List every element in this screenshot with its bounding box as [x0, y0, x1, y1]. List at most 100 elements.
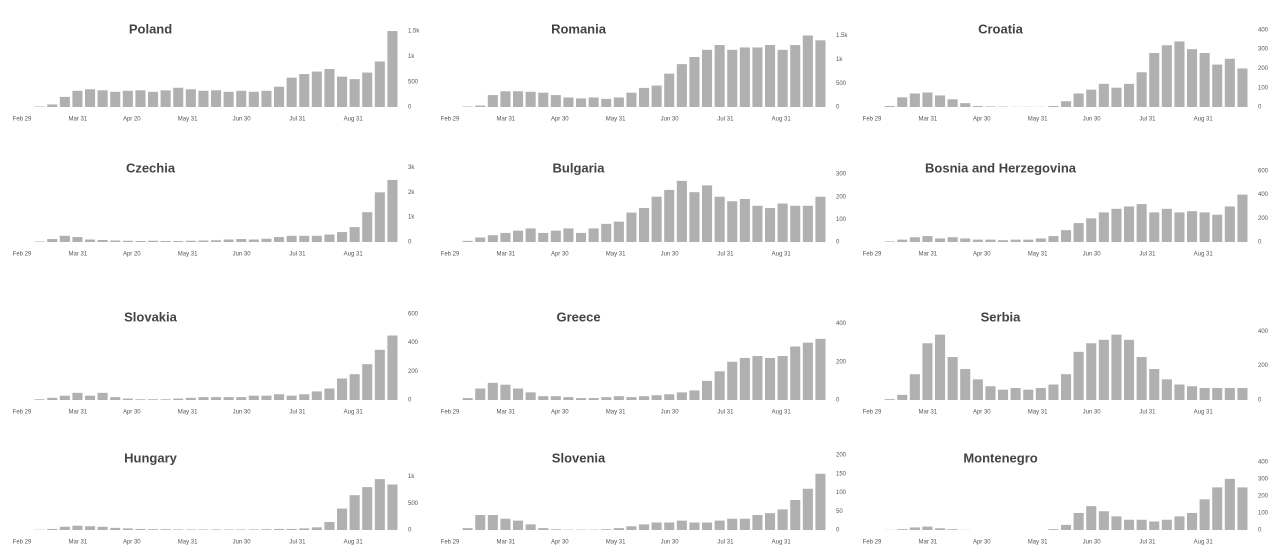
- bar: [588, 97, 599, 107]
- bar: [236, 239, 247, 242]
- y-tick-label: 200: [836, 453, 847, 459]
- bar: [500, 232, 511, 242]
- bar: [500, 384, 511, 400]
- bar: [563, 397, 574, 400]
- x-tick-label: Jun 30: [1083, 252, 1102, 258]
- bar: [122, 90, 133, 107]
- y-tick-label: 400: [1258, 192, 1269, 198]
- x-tick-label: Jul 31: [1139, 410, 1156, 416]
- bar: [173, 398, 184, 400]
- bar: [626, 92, 637, 107]
- bar: [311, 527, 322, 530]
- bar: [286, 528, 297, 530]
- bar: [909, 93, 920, 107]
- bar: [815, 338, 826, 400]
- bar: [122, 240, 133, 242]
- y-tick-label: 0: [1258, 105, 1262, 111]
- x-tick-label: Aug 31: [1194, 117, 1214, 123]
- bar: [311, 71, 322, 107]
- x-tick-label: Apr 30: [123, 540, 141, 546]
- bar: [752, 515, 763, 530]
- bar: [299, 235, 310, 242]
- bar: [765, 208, 776, 242]
- y-tick-label: 0: [836, 528, 840, 534]
- bar: [1149, 369, 1160, 400]
- bar: [47, 104, 58, 107]
- bar: [337, 378, 348, 400]
- x-tick-label: Feb 29: [441, 410, 460, 416]
- bar: [173, 529, 184, 530]
- x-tick-label: Jun 30: [233, 117, 252, 123]
- bar: [1237, 387, 1248, 400]
- bar: [702, 522, 713, 530]
- bar: [85, 526, 96, 530]
- bar: [1224, 58, 1235, 107]
- bar: [475, 388, 486, 400]
- x-tick-label: Jul 31: [717, 252, 734, 258]
- bar: [689, 192, 700, 242]
- bar: [475, 105, 486, 107]
- y-tick-label: 400: [1258, 27, 1269, 33]
- y-tick-label: 0: [408, 240, 412, 246]
- bar: [362, 212, 373, 242]
- bar: [601, 98, 612, 107]
- y-tick-label: 600: [1258, 169, 1269, 175]
- chart-title: Croatia: [978, 21, 1024, 36]
- bar: [802, 488, 813, 530]
- bar: [884, 241, 895, 242]
- bar: [1086, 506, 1097, 530]
- bar: [815, 40, 826, 108]
- bar: [802, 342, 813, 400]
- x-tick-label: Jul 31: [1139, 540, 1156, 546]
- bar: [198, 529, 209, 530]
- bar: [1023, 239, 1034, 242]
- bar: [752, 47, 763, 107]
- bar: [1149, 521, 1160, 530]
- x-tick-label: Apr 20: [123, 252, 141, 258]
- bar: [815, 473, 826, 530]
- x-tick-label: Mar 31: [918, 540, 937, 546]
- x-tick-label: Aug 31: [772, 540, 792, 546]
- bar: [337, 508, 348, 530]
- bar: [1161, 208, 1172, 242]
- bar: [286, 235, 297, 242]
- y-tick-label: 0: [1258, 528, 1262, 534]
- bar: [777, 509, 788, 530]
- bar: [909, 237, 920, 242]
- bar: [97, 526, 108, 530]
- x-tick-label: Feb 29: [13, 540, 32, 546]
- bar: [1073, 351, 1084, 400]
- bar: [34, 106, 45, 107]
- x-tick-label: Aug 31: [772, 117, 792, 123]
- bar: [148, 529, 159, 530]
- bar: [72, 90, 83, 107]
- bar: [211, 240, 222, 242]
- y-tick-label: 200: [408, 369, 419, 375]
- bar: [1136, 204, 1147, 242]
- y-tick-label: 0: [836, 240, 840, 246]
- x-tick-label: Jul 31: [717, 540, 734, 546]
- bar: [664, 522, 675, 530]
- bar: [550, 529, 561, 530]
- x-tick-label: Jun 30: [233, 540, 252, 546]
- bar: [223, 91, 234, 107]
- bar: [626, 397, 637, 400]
- bar: [387, 335, 398, 400]
- bar: [538, 396, 549, 400]
- bar: [1136, 357, 1147, 400]
- bar: [1199, 499, 1210, 530]
- bar: [1199, 53, 1210, 107]
- bar: [349, 79, 360, 107]
- bar: [1124, 206, 1135, 242]
- y-tick-label: 1.5k: [836, 33, 848, 39]
- x-tick-label: Jun 30: [1083, 540, 1102, 546]
- bar: [538, 92, 549, 107]
- bar: [714, 196, 725, 242]
- bar: [1174, 212, 1185, 242]
- bar: [639, 524, 650, 530]
- x-tick-label: Apr 30: [973, 117, 991, 123]
- x-tick-label: Mar 31: [496, 410, 515, 416]
- chart-title: Poland: [129, 21, 172, 36]
- bar: [1048, 236, 1059, 242]
- bar: [1048, 384, 1059, 400]
